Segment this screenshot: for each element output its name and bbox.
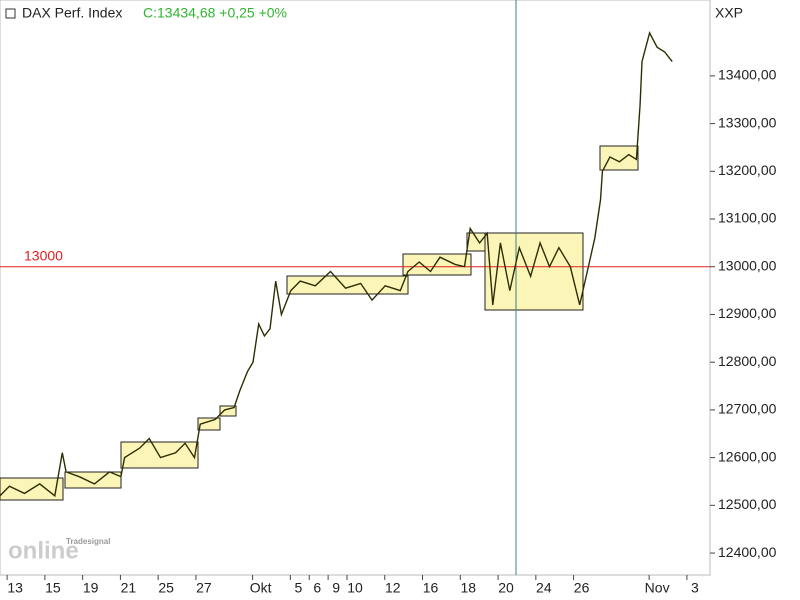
x-tick-label: 19 xyxy=(83,580,99,596)
x-tick-label: 20 xyxy=(498,580,514,596)
box xyxy=(402,253,472,276)
y-tick-label: 13300,00 xyxy=(718,114,777,130)
y-tick-label: 13400,00 xyxy=(718,67,777,83)
y-tick-label: 12800,00 xyxy=(718,353,777,369)
x-tick-label: 26 xyxy=(574,580,590,596)
x-tick-label: Nov xyxy=(645,580,670,596)
y-tick-label: 12600,00 xyxy=(718,448,777,464)
y-tick-label: 12900,00 xyxy=(718,305,777,321)
x-tick-label: 10 xyxy=(347,580,363,596)
price-line xyxy=(0,30,673,498)
x-tick-label: 12 xyxy=(385,580,401,596)
logo-brand: Tradesignal xyxy=(66,537,110,546)
x-tick-label: 9 xyxy=(332,580,340,596)
y-tick-label: 13200,00 xyxy=(718,162,777,178)
x-tick-label: 24 xyxy=(536,580,552,596)
y-tick-label: 12700,00 xyxy=(718,401,777,417)
instrument-code: XXP xyxy=(715,5,743,21)
box xyxy=(197,417,221,431)
x-tick-label: 16 xyxy=(423,580,439,596)
legend-icon xyxy=(5,8,16,19)
box xyxy=(599,145,639,171)
x-tick-label: 3 xyxy=(691,580,699,596)
chart-title: DAX Perf. Index xyxy=(22,5,122,21)
x-tick-label: 13 xyxy=(7,580,23,596)
x-tick-label: 25 xyxy=(158,580,174,596)
x-tick-label: 6 xyxy=(313,580,321,596)
y-tick-label: 13000,00 xyxy=(718,257,777,273)
x-tick-label: 18 xyxy=(461,580,477,596)
reference-label: 13000 xyxy=(24,247,63,263)
box xyxy=(219,405,237,417)
x-tick-label: 15 xyxy=(45,580,61,596)
consolidation-boxes xyxy=(0,145,639,501)
x-tick-label: 27 xyxy=(196,580,212,596)
x-tick-label: Okt xyxy=(250,580,272,596)
x-tick-label: 21 xyxy=(121,580,137,596)
x-tick-label: 5 xyxy=(294,580,302,596)
y-tick-label: 12500,00 xyxy=(718,496,777,512)
logo-product: online xyxy=(8,537,79,564)
quote: C:13434,68 +0,25 +0% xyxy=(143,5,287,21)
box xyxy=(286,275,409,295)
y-tick-label: 13100,00 xyxy=(718,210,777,226)
y-tick-label: 12400,00 xyxy=(718,544,777,560)
